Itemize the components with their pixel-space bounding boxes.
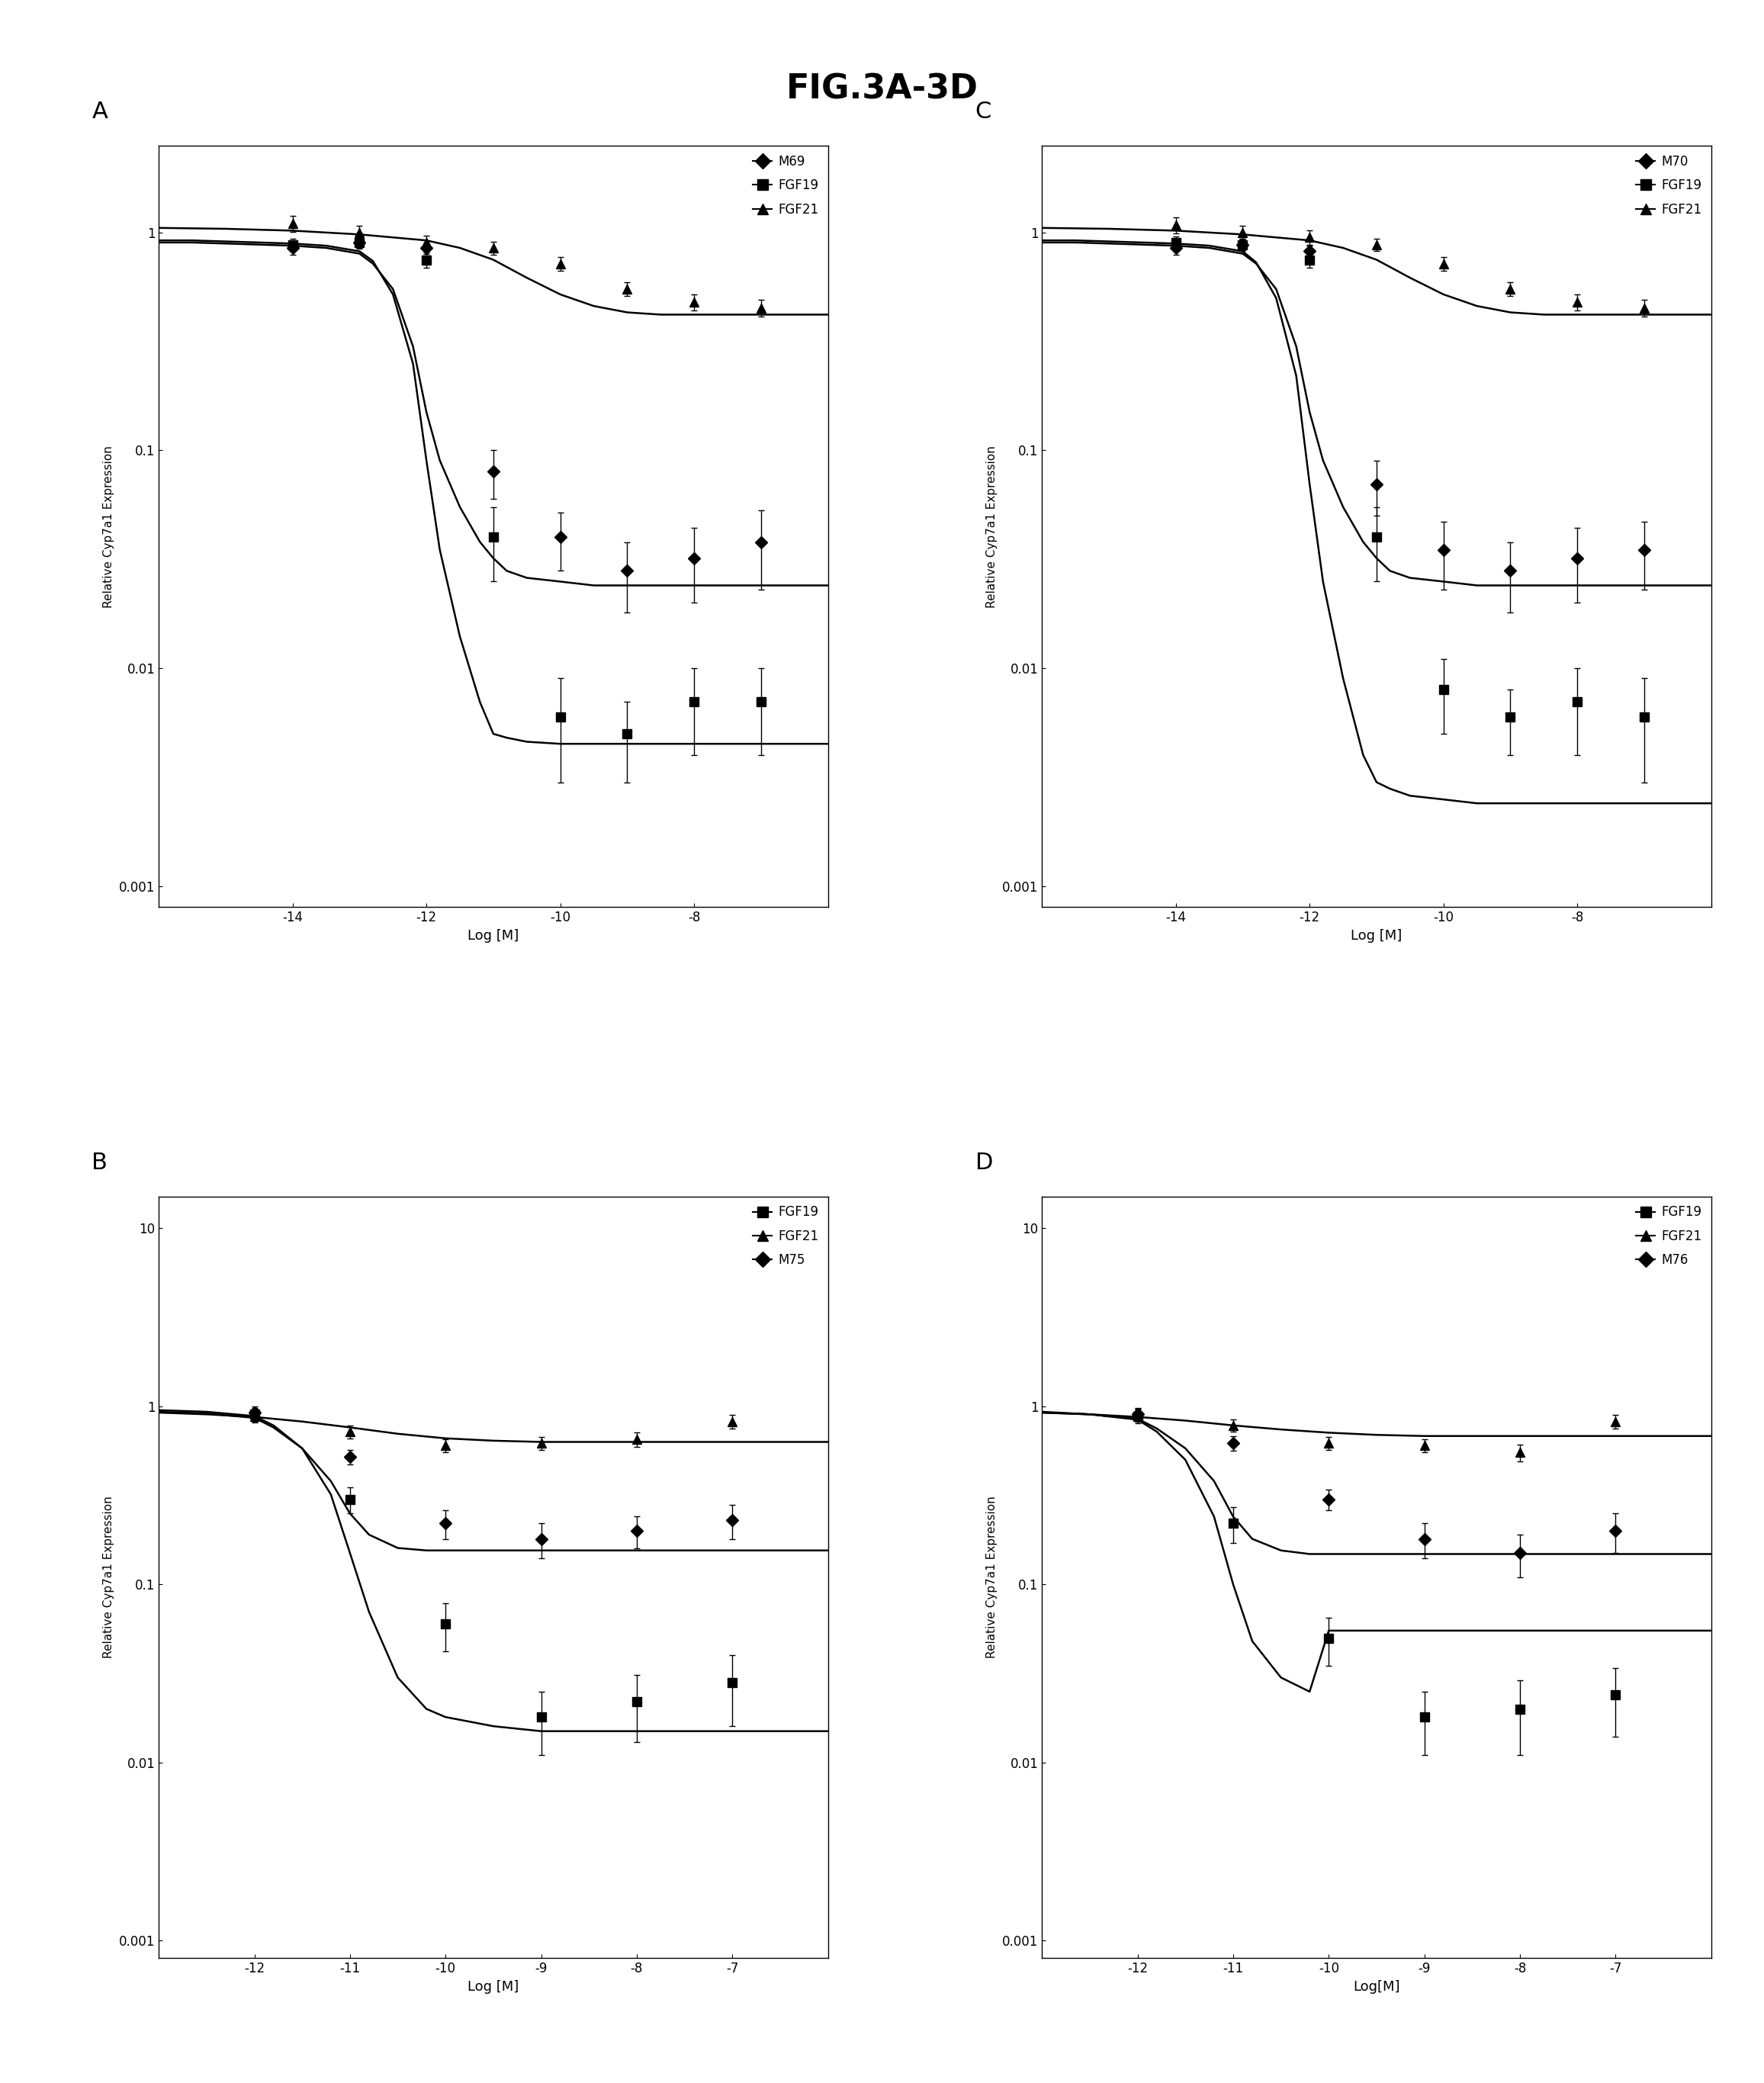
Text: C: C <box>975 100 991 123</box>
Legend: FGF19, FGF21, M76: FGF19, FGF21, M76 <box>1633 1204 1704 1269</box>
X-axis label: Log [M]: Log [M] <box>1351 929 1402 944</box>
Text: B: B <box>92 1152 108 1173</box>
Y-axis label: Relative Cyp7a1 Expression: Relative Cyp7a1 Expression <box>104 1496 115 1658</box>
Y-axis label: Relative Cyp7a1 Expression: Relative Cyp7a1 Expression <box>104 446 115 608</box>
Y-axis label: Relative Cyp7a1 Expression: Relative Cyp7a1 Expression <box>986 1496 998 1658</box>
X-axis label: Log [M]: Log [M] <box>467 1979 519 1993</box>
Y-axis label: Relative Cyp7a1 Expression: Relative Cyp7a1 Expression <box>986 446 998 608</box>
Legend: M69, FGF19, FGF21: M69, FGF19, FGF21 <box>750 152 822 219</box>
X-axis label: Log[M]: Log[M] <box>1353 1979 1401 1993</box>
Text: A: A <box>92 100 108 123</box>
X-axis label: Log [M]: Log [M] <box>467 929 519 944</box>
Legend: FGF19, FGF21, M75: FGF19, FGF21, M75 <box>750 1204 822 1269</box>
Text: D: D <box>975 1152 993 1173</box>
Legend: M70, FGF19, FGF21: M70, FGF19, FGF21 <box>1633 152 1704 219</box>
Text: FIG.3A-3D: FIG.3A-3D <box>787 73 977 106</box>
